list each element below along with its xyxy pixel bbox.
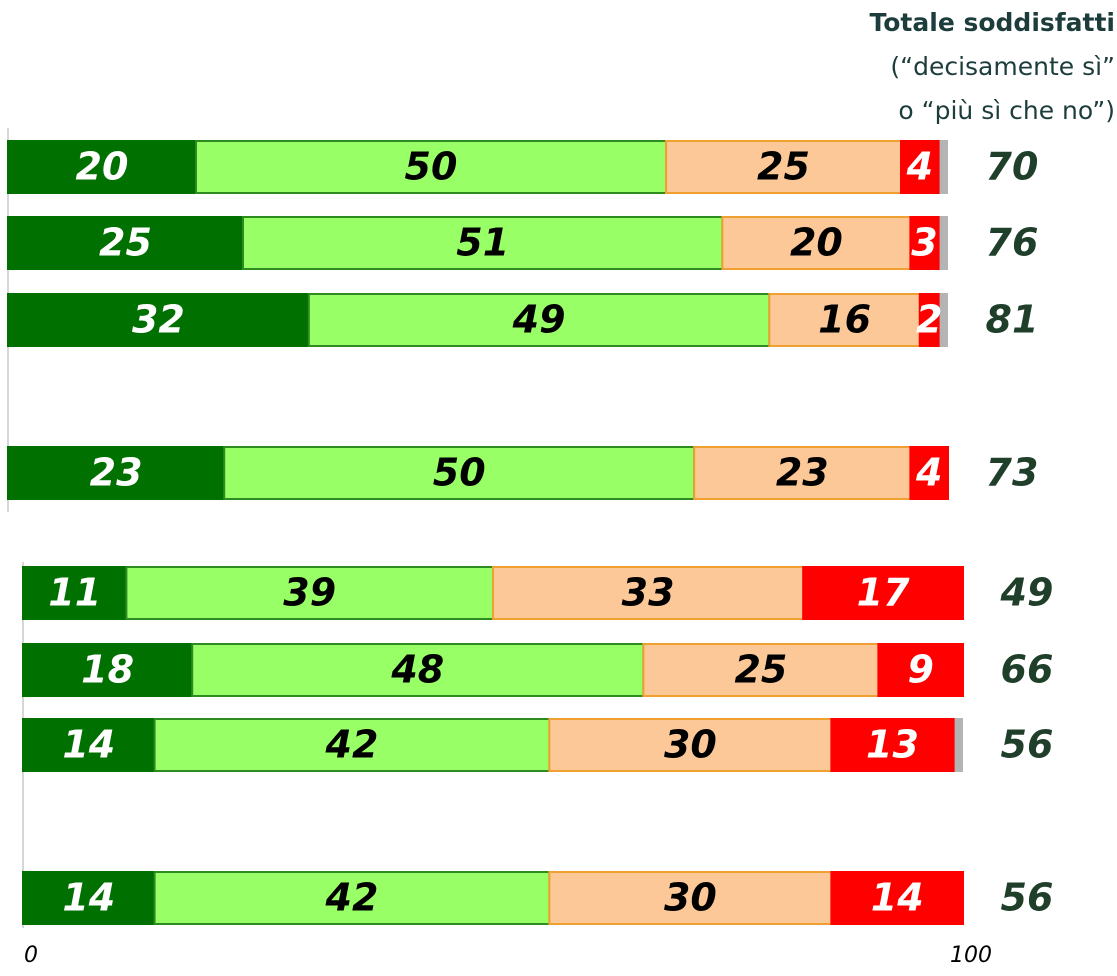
total-label: 73 <box>986 451 1039 495</box>
totals-title: Totale soddisfatti <box>870 8 1115 37</box>
bar-segment <box>153 871 551 925</box>
bar-segment <box>802 566 965 620</box>
bar-segment <box>909 446 950 500</box>
totals-subtitle: (“decisamente sì” <box>890 52 1115 81</box>
data-label: 50 <box>433 451 486 495</box>
data-label: 11 <box>48 571 101 615</box>
bar-segment <box>7 140 197 194</box>
total-label: 66 <box>1001 648 1054 692</box>
data-label: 4 <box>915 451 942 495</box>
bar-segment <box>877 643 965 697</box>
data-label: 25 <box>757 145 810 189</box>
data-label: 30 <box>664 876 717 920</box>
bar-segment <box>918 293 940 347</box>
bar-segment <box>768 293 921 347</box>
bar-segment <box>125 566 495 620</box>
total-label: 76 <box>986 221 1039 265</box>
total-label: 81 <box>986 298 1039 342</box>
data-label: 3 <box>911 221 937 265</box>
bar-segment <box>900 140 940 194</box>
bar-segment <box>195 140 667 194</box>
x-tick-label: 100 <box>950 943 992 968</box>
total-label: 56 <box>1001 876 1054 920</box>
data-label: 51 <box>456 221 509 265</box>
data-label: 14 <box>62 876 115 920</box>
data-label: 20 <box>76 145 129 189</box>
totals-subtitle: o “più sì che no”) <box>898 96 1115 125</box>
bar-segment <box>22 566 128 620</box>
data-label: 49 <box>512 298 566 342</box>
data-label: 25 <box>734 648 787 692</box>
data-label: 18 <box>81 648 134 692</box>
x-tick-label: 0 <box>24 943 38 968</box>
data-label: 50 <box>405 145 458 189</box>
data-label: 14 <box>871 876 924 920</box>
total-label: 56 <box>1001 723 1054 767</box>
data-label: 30 <box>664 723 717 767</box>
bar-segment <box>830 871 965 925</box>
bar-segment <box>242 216 724 270</box>
bar-segment <box>153 718 551 772</box>
bar-segment <box>307 293 771 347</box>
data-label: 25 <box>99 221 152 265</box>
data-label: 17 <box>857 571 910 615</box>
data-label: 42 <box>325 723 379 767</box>
bar-segment <box>909 216 940 270</box>
data-label: 13 <box>866 723 919 767</box>
bar-segment <box>693 446 912 500</box>
total-label: 49 <box>1000 571 1054 615</box>
data-label: 42 <box>325 876 379 920</box>
data-label: 16 <box>818 298 871 342</box>
data-label: 20 <box>790 221 843 265</box>
bar-segment <box>830 718 955 772</box>
data-label: 39 <box>283 571 336 615</box>
data-label: 33 <box>622 571 675 615</box>
data-label: 23 <box>90 451 143 495</box>
data-label: 14 <box>62 723 115 767</box>
data-label: 48 <box>390 648 444 692</box>
bar-segment <box>665 140 902 194</box>
data-label: 32 <box>132 298 185 342</box>
bar-segment <box>642 643 880 697</box>
bar-segment <box>7 216 244 270</box>
bar-segment <box>191 643 645 697</box>
bar-segment <box>7 446 226 500</box>
bar-segment <box>7 293 310 347</box>
data-label: 23 <box>776 451 829 495</box>
total-label: 70 <box>986 145 1039 189</box>
data-label: 2 <box>916 298 942 342</box>
bar-segment <box>223 446 696 500</box>
data-label: 4 <box>906 145 933 189</box>
data-label: 9 <box>907 648 933 692</box>
bar-segment <box>492 566 805 620</box>
